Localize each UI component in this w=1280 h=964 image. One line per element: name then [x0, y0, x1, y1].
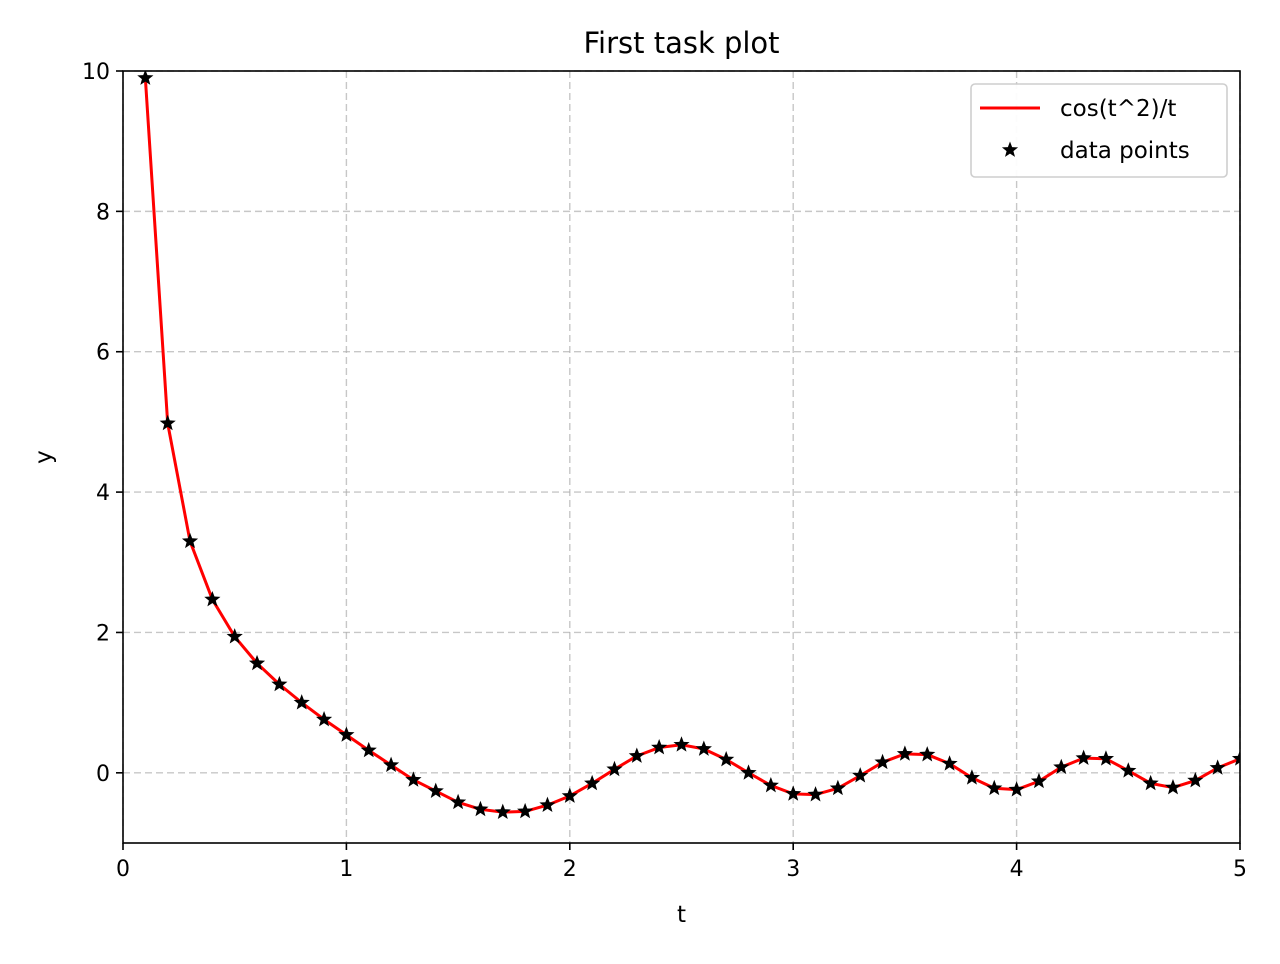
data-point-star [1120, 762, 1137, 778]
data-point-star [785, 785, 802, 801]
data-point-star [673, 736, 690, 752]
data-point-star [919, 746, 936, 762]
data-point-star [852, 767, 869, 783]
chart-title: First task plot [583, 26, 779, 60]
data-point-star [494, 803, 511, 819]
data-point-star [539, 796, 556, 812]
x-axis-label: t [677, 902, 686, 928]
data-point-star [941, 755, 958, 771]
y-axis-label: y [31, 450, 57, 464]
y-tick-label: 6 [96, 341, 110, 366]
data-point-star [584, 774, 601, 791]
y-tick-label: 8 [96, 200, 110, 225]
x-tick-label: 5 [1233, 857, 1247, 882]
data-point-star [383, 756, 400, 772]
data-point-star [986, 779, 1003, 796]
axis-ticks: 0 1 2 3 4 5 0 2 4 6 8 10 [82, 60, 1247, 882]
legend: cos(t^2)/t data points [970, 83, 1228, 178]
data-point-star [1231, 750, 1240, 766]
data-point-star [159, 414, 176, 431]
data-point-star [740, 764, 757, 780]
legend-label-points: data points [1060, 138, 1190, 164]
x-tick-label: 4 [1010, 857, 1024, 882]
data-point-star [427, 782, 444, 798]
y-tick-label: 0 [96, 762, 110, 787]
data-point-star [1008, 781, 1025, 797]
series-points-group [137, 71, 1240, 819]
data-point-star [405, 771, 422, 787]
data-point-star [248, 654, 266, 671]
data-point-star [695, 740, 712, 756]
data-point-star [1030, 772, 1048, 789]
x-tick-label: 3 [786, 857, 800, 882]
data-point-star [1075, 749, 1092, 765]
data-point-star [651, 739, 668, 755]
data-point-star [1187, 772, 1204, 788]
x-tick-label: 2 [563, 857, 577, 882]
plot-area [137, 71, 1240, 819]
data-point-star [293, 694, 310, 710]
data-point-star [807, 786, 824, 802]
data-point-star [1164, 779, 1182, 795]
legend-label-line: cos(t^2)/t [1060, 96, 1176, 122]
legend-star-swatch [1001, 141, 1019, 157]
data-point-star [472, 800, 489, 817]
data-point-star [1209, 759, 1226, 775]
x-tick-label: 1 [339, 857, 353, 882]
data-point-star [561, 787, 578, 803]
data-point-star [718, 750, 735, 767]
data-point-star [1053, 758, 1070, 775]
data-point-star [226, 628, 243, 644]
data-point-star [829, 779, 846, 796]
data-point-star [360, 741, 377, 758]
axes-frame [122, 70, 1241, 844]
data-point-star [1097, 750, 1115, 766]
y-tick-label: 2 [96, 621, 110, 646]
data-point-star [137, 71, 154, 85]
data-point-star [338, 726, 355, 742]
data-point-star [517, 802, 534, 819]
data-point-star [628, 747, 645, 763]
data-point-star [181, 532, 199, 549]
data-point-star [204, 590, 221, 607]
y-tick-label: 4 [96, 481, 110, 506]
data-point-star [963, 769, 980, 785]
data-point-star [874, 753, 891, 770]
data-point-star [762, 776, 779, 793]
y-tick-label: 10 [82, 60, 110, 85]
data-point-star [315, 710, 333, 727]
data-point-star [896, 745, 913, 761]
data-point-star [271, 675, 288, 692]
data-point-star [450, 793, 467, 810]
data-point-star [1142, 774, 1159, 791]
x-tick-label: 0 [116, 857, 130, 882]
data-point-star [606, 760, 623, 777]
